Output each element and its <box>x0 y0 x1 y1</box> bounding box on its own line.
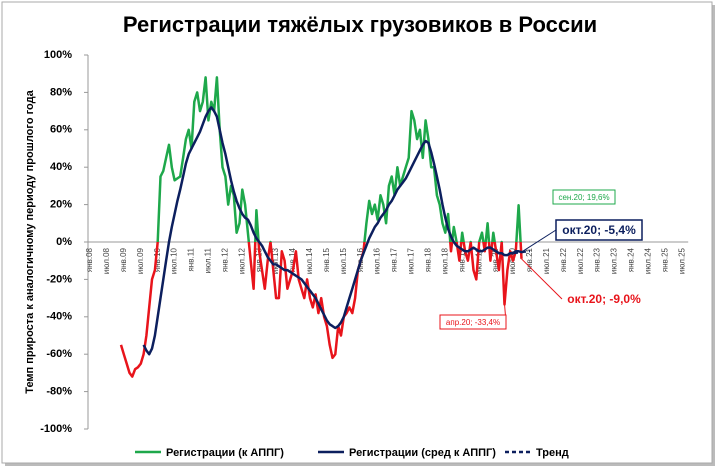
x-tick-label: июл.14 <box>305 247 314 274</box>
annotation-leader <box>521 229 557 253</box>
y-tick-label: 0% <box>56 236 72 248</box>
x-tick-label: июл.13 <box>271 247 280 274</box>
x-tick-label: янв.12 <box>220 247 229 272</box>
legend-label: Регистрации (к АППГ) <box>166 447 284 459</box>
x-tick-label: янв.24 <box>627 247 636 272</box>
x-tick-label: июл.24 <box>643 247 652 274</box>
x-tick-label: янв.15 <box>322 247 331 272</box>
x-tick-label: янв.20 <box>491 247 500 272</box>
series-line <box>142 106 522 356</box>
legend-label: Регистрации (сред к АППГ) <box>349 447 496 459</box>
series-line-negative <box>119 242 523 378</box>
x-tick-label: июл.08 <box>102 247 111 274</box>
y-tick-label: -20% <box>46 273 72 285</box>
series-line-positive <box>156 76 522 242</box>
x-tick-label: июл.12 <box>237 247 246 274</box>
x-tick-label: янв.13 <box>254 247 263 272</box>
x-tick-label: янв.21 <box>525 247 534 272</box>
x-tick-label: июл.21 <box>542 247 551 274</box>
y-tick-label: 40% <box>50 161 72 173</box>
x-tick-label: июл.17 <box>407 247 416 274</box>
x-tick-label: янв.17 <box>390 247 399 272</box>
x-tick-label: янв.19 <box>457 247 466 272</box>
x-tick-label: янв.10 <box>153 247 162 272</box>
chart-title: Регистрации тяжёлых грузовиков в России <box>123 12 597 37</box>
x-tick-label: июл.15 <box>339 247 348 274</box>
x-tick-label: июл.25 <box>677 247 686 274</box>
x-tick-label: янв.14 <box>288 247 297 272</box>
y-tick-label: -40% <box>46 311 72 323</box>
y-tick-label: -60% <box>46 348 72 360</box>
x-tick-label: июл.11 <box>204 247 213 273</box>
x-tick-label: июл.09 <box>136 247 145 274</box>
x-tick-label: янв.11 <box>187 247 196 271</box>
x-tick-label: июл.23 <box>610 247 619 274</box>
y-tick-label: 100% <box>44 49 72 61</box>
annotation-leader <box>521 258 563 300</box>
x-tick-label: янв.22 <box>559 247 568 272</box>
annotation-box <box>552 189 616 205</box>
x-tick-label: июл.16 <box>373 247 382 274</box>
x-tick-label: янв.23 <box>593 247 602 272</box>
x-tick-label: июл.18 <box>440 247 449 274</box>
y-tick-label: -100% <box>40 423 72 435</box>
x-tick-label: янв.18 <box>424 247 433 272</box>
x-tick-label: июл.22 <box>576 247 585 274</box>
annotation-text: апр.20; -33,4% <box>446 318 500 327</box>
y-tick-label: -80% <box>46 386 72 398</box>
y-tick-label: 80% <box>50 86 72 98</box>
x-tick-label: июл.10 <box>170 247 179 274</box>
legend-label: Тренд <box>536 447 569 459</box>
annotation-text: сен.20; 19,6% <box>558 193 609 202</box>
y-axis-title: Темп прироста к аналогичному периоду про… <box>24 89 36 393</box>
x-tick-label: янв.09 <box>119 247 128 272</box>
annotation-box <box>439 314 507 330</box>
annotation-box <box>555 219 643 241</box>
annotation-text: окт.20; -9,0% <box>567 292 641 306</box>
y-tick-label: 60% <box>50 124 72 136</box>
x-tick-label: янв.25 <box>660 247 669 272</box>
annotation-text: окт.20; -5,4% <box>562 223 636 237</box>
x-tick-label: янв.08 <box>85 247 94 272</box>
y-tick-label: 20% <box>50 199 72 211</box>
